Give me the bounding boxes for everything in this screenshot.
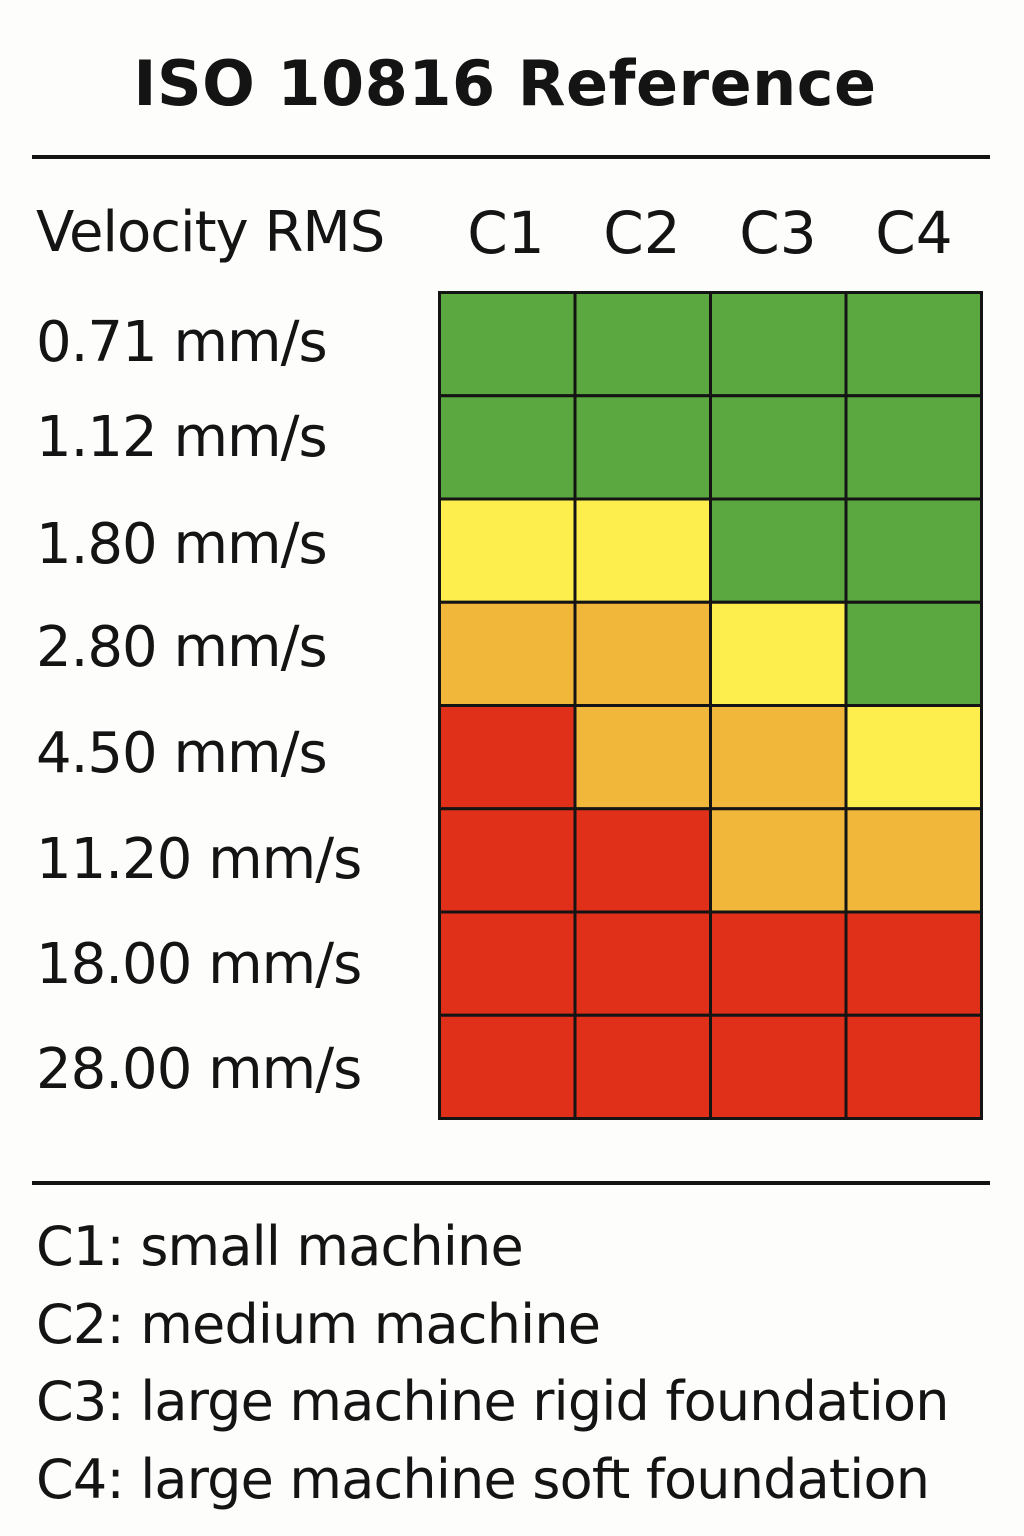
- bottom-divider: [32, 1181, 990, 1185]
- row-label-4: 2.80 mm/s: [36, 615, 328, 680]
- heatmap-cell-r1-c1: [438, 291, 577, 398]
- row-label-5: 4.50 mm/s: [36, 721, 328, 786]
- heatmap-grid: [438, 291, 983, 1120]
- column-label-c3: C3: [739, 199, 817, 267]
- top-divider: [32, 155, 990, 159]
- heatmap-cell-r7-c4: [844, 910, 983, 1017]
- row-label-6: 11.20 mm/s: [36, 827, 362, 892]
- legend-item-c4: C4: large machine soft foundation: [36, 1448, 930, 1511]
- heatmap-cell-r7-c1: [438, 910, 577, 1017]
- heatmap-cell-r6-c1: [438, 807, 577, 914]
- row-label-7: 18.00 mm/s: [36, 932, 362, 997]
- heatmap-cell-r6-c2: [573, 807, 712, 914]
- heatmap-cell-r8-c4: [844, 1013, 983, 1120]
- column-label-c1: C1: [467, 199, 545, 267]
- row-label-8: 28.00 mm/s: [36, 1037, 362, 1102]
- heatmap-cell-r8-c1: [438, 1013, 577, 1120]
- heatmap-cell-r5-c4: [844, 704, 983, 811]
- heatmap-cell-r5-c2: [573, 704, 712, 811]
- heatmap-cell-r2-c4: [844, 394, 983, 501]
- heatmap-cell-r4-c4: [844, 600, 983, 707]
- heatmap-cell-r5-c3: [709, 704, 848, 811]
- heatmap-cell-r1-c2: [573, 291, 712, 398]
- legend-item-c1: C1: small machine: [36, 1215, 524, 1278]
- column-label-c4: C4: [875, 199, 953, 267]
- chart-title: ISO 10816 Reference: [133, 47, 877, 120]
- heatmap-cell-r8-c3: [709, 1013, 848, 1120]
- heatmap-cell-r3-c2: [573, 497, 712, 604]
- heatmap-cell-r6-c4: [844, 807, 983, 914]
- heatmap-cell-r7-c3: [709, 910, 848, 1017]
- heatmap-cell-r1-c4: [844, 291, 983, 398]
- heatmap-cell-r6-c3: [709, 807, 848, 914]
- heatmap-cell-r3-c1: [438, 497, 577, 604]
- legend-item-c2: C2: medium machine: [36, 1293, 601, 1356]
- heatmap-cell-r2-c1: [438, 394, 577, 501]
- row-label-3: 1.80 mm/s: [36, 512, 328, 577]
- heatmap-cell-r8-c2: [573, 1013, 712, 1120]
- heatmap-cell-r2-c2: [573, 394, 712, 501]
- row-label-2: 1.12 mm/s: [36, 405, 328, 470]
- row-label-1: 0.71 mm/s: [36, 310, 328, 375]
- row-header-label: Velocity RMS: [36, 200, 385, 265]
- heatmap-cell-r3-c4: [844, 497, 983, 604]
- heatmap-cell-r1-c3: [709, 291, 848, 398]
- heatmap-cell-r3-c3: [709, 497, 848, 604]
- legend-item-c3: C3: large machine rigid foundation: [36, 1370, 949, 1433]
- heatmap-cell-r4-c1: [438, 600, 577, 707]
- heatmap-cell-r5-c1: [438, 704, 577, 811]
- heatmap-cell-r2-c3: [709, 394, 848, 501]
- heatmap-cell-r7-c2: [573, 910, 712, 1017]
- heatmap-cell-r4-c2: [573, 600, 712, 707]
- heatmap-cell-r4-c3: [709, 600, 848, 707]
- column-label-c2: C2: [603, 199, 681, 267]
